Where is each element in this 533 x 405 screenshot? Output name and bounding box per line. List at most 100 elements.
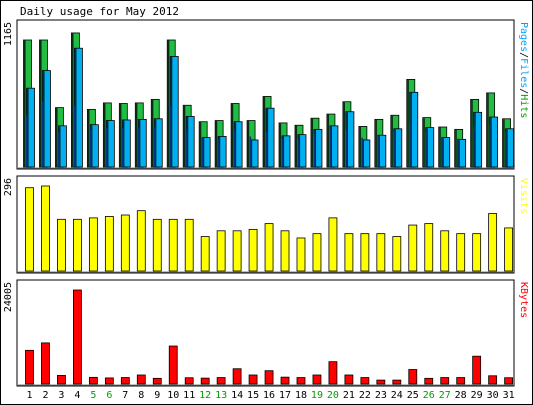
bar-visits-day-28 (456, 233, 466, 272)
x-label-day-12: 12 (199, 390, 211, 401)
x-label-day-15: 15 (247, 390, 259, 401)
bar-kbytes-day-20 (328, 361, 338, 385)
bar-kbytes-day-21 (344, 374, 354, 385)
bar-hits-day-1-shade (24, 40, 26, 167)
legend-part-2: Files (518, 58, 529, 88)
bar-hits-day-15-shade (247, 121, 250, 167)
bar-files-day-23-shade (378, 135, 380, 167)
bar-pages-day-25 (409, 122, 411, 167)
bar-pages-day-10 (169, 105, 172, 167)
bar-hits-day-13-shade (215, 121, 218, 167)
bar-files-day-8-shade (138, 119, 141, 167)
bar-pages-day-11 (185, 129, 188, 167)
x-label-day-17: 17 (279, 390, 291, 401)
bar-kbytes-day-15 (248, 374, 258, 385)
bar-pages-day-27 (441, 137, 443, 167)
bar-visits-day-19 (312, 233, 322, 272)
x-label-day-24: 24 (391, 390, 403, 401)
bar-pages-day-3 (57, 131, 60, 167)
bar-pages-day-2 (41, 101, 44, 167)
bar-kbytes-day-23 (376, 379, 386, 385)
bar-hits-day-26-shade (423, 118, 425, 167)
bar-visits-day-24 (392, 236, 402, 272)
bar-kbytes-day-3 (57, 374, 66, 385)
bar-visits-day-7 (120, 214, 130, 272)
bar-visits-day-27 (440, 230, 450, 272)
bar-pages-day-24 (393, 131, 395, 167)
bar-hits-day-9-shade (151, 99, 154, 167)
bar-files-day-29-shade (474, 112, 476, 167)
panel-3-ymax-label: 24005 (3, 282, 14, 312)
bar-visits-day-10 (168, 218, 178, 272)
bar-files-day-26-shade (426, 128, 428, 167)
bar-hits-day-14-shade (231, 103, 234, 167)
bar-visits-day-11 (184, 218, 194, 272)
bar-pages-day-17 (281, 138, 284, 167)
bar-kbytes-day-11 (184, 377, 194, 385)
bar-pages-day-9 (153, 127, 156, 167)
bar-pages-day-13 (217, 138, 220, 167)
bar-files-day-31-shade (506, 129, 508, 167)
x-label-day-8: 8 (138, 390, 144, 401)
bar-visits-day-23 (376, 233, 386, 272)
bar-visits-day-15 (248, 228, 258, 272)
bar-pages-day-18 (297, 138, 299, 167)
x-label-day-27: 27 (439, 390, 451, 401)
bar-files-day-12-shade (202, 138, 205, 167)
bar-hits-day-18-shade (295, 125, 298, 167)
bar-visits-day-30 (488, 213, 498, 272)
bar-files-day-6-shade (106, 121, 109, 167)
x-label-day-18: 18 (295, 390, 307, 401)
panel-2-legend: Visits (518, 178, 529, 214)
bar-pages-day-12 (201, 137, 204, 167)
x-label-day-23: 23 (375, 390, 387, 401)
bar-hits-day-25-shade (407, 79, 409, 167)
bar-hits-day-11-shade (183, 105, 186, 167)
x-label-day-13: 13 (215, 390, 227, 401)
bar-pages-day-19 (313, 134, 315, 167)
bar-files-day-1-shade (27, 88, 29, 167)
bar-files-day-16-shade (266, 108, 269, 167)
bar-kbytes-day-30 (488, 375, 498, 385)
bar-pages-day-1 (26, 115, 28, 167)
bar-kbytes-day-26 (424, 377, 434, 385)
bar-kbytes-day-6 (104, 377, 114, 385)
panel-1-legend: Pages/Files/Hits (518, 22, 529, 118)
bar-files-day-21-shade (346, 112, 348, 167)
bar-hits-day-5-shade (87, 109, 90, 167)
bar-kbytes-day-12 (200, 377, 210, 385)
bar-files-day-22-shade (362, 140, 364, 167)
bar-hits-day-12-shade (199, 122, 202, 167)
bar-visits-day-12 (200, 236, 210, 272)
x-label-day-10: 10 (167, 390, 179, 401)
x-label-day-7: 7 (122, 390, 128, 401)
bar-files-day-2-shade (42, 71, 45, 167)
bar-kbytes-day-4 (73, 289, 82, 385)
x-label-day-20: 20 (327, 390, 339, 401)
bar-kbytes-day-13 (216, 377, 226, 385)
panel-3: 24005 KBytes (3, 279, 529, 387)
bar-files-day-10-shade (170, 56, 173, 167)
bar-hits-day-3-shade (55, 108, 58, 167)
bar-files-day-4-shade (74, 48, 77, 167)
bar-kbytes-day-28 (456, 377, 466, 385)
bar-pages-day-30 (489, 124, 491, 167)
bar-pages-day-21 (345, 130, 347, 167)
bar-hits-day-23-shade (375, 119, 377, 167)
x-label-day-14: 14 (231, 390, 243, 401)
legend-part-4: Hits (518, 94, 529, 118)
x-label-day-25: 25 (407, 390, 419, 401)
bar-hits-day-20-shade (327, 114, 330, 167)
bar-visits-day-6 (104, 216, 114, 272)
bar-visits-day-31 (504, 227, 514, 272)
bar-hits-day-10-shade (167, 40, 170, 167)
bar-visits-day-2 (41, 185, 50, 272)
bar-hits-day-2-shade (39, 40, 42, 167)
bar-files-day-7-shade (122, 120, 125, 167)
bar-files-day-13-shade (218, 136, 221, 167)
bar-files-day-11-shade (186, 116, 189, 167)
bar-hits-day-16-shade (263, 96, 266, 167)
bar-kbytes-day-25 (408, 369, 418, 385)
bar-files-day-18-shade (298, 135, 301, 167)
